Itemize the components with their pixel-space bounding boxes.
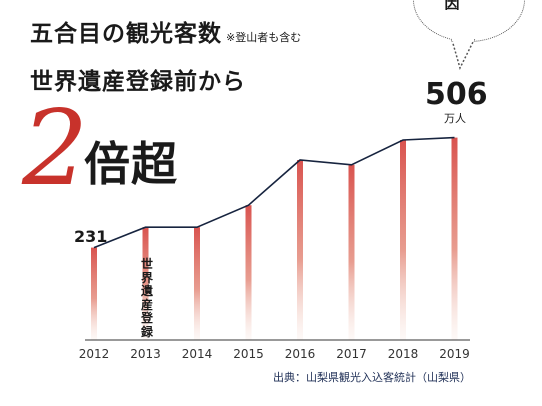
bar-2019 [451, 137, 458, 340]
bar-2016 [297, 160, 303, 340]
chart-title-line2: 世界遺産登録前から [30, 69, 246, 95]
x-tick-2017: 2017 [336, 347, 367, 361]
bar-2014 [194, 227, 200, 340]
bar-2017 [348, 164, 355, 340]
title-note: ※登山者も含む [226, 31, 302, 44]
x-tick-2019: 2019 [439, 347, 470, 361]
first-value-label: 231 [74, 227, 108, 246]
speech-bubble-pointer [451, 39, 476, 71]
highlight-suffix: 倍超 [84, 137, 178, 191]
bar-2013 [142, 227, 149, 340]
unit-label: 万人 [444, 112, 466, 125]
trend-line [93, 136, 455, 249]
x-tick-2015: 2015 [233, 347, 264, 361]
x-tick-2012: 2012 [79, 347, 110, 361]
chart-title-line1: 五合目の観光客数 ※登山者も含む [30, 14, 301, 48]
x-tick-2013: 2013 [130, 347, 161, 361]
highlight-number: 2 [22, 87, 89, 209]
bar-2018 [400, 140, 406, 340]
speech-bubble-text: 因 [444, 0, 460, 12]
x-tick-2018: 2018 [388, 347, 419, 361]
source-note: 出典：山梨県観光入込客統計（山梨県） [273, 371, 471, 384]
event-label: 世界遺産登録 [140, 257, 153, 339]
x-tick-labels: 2012 2013 2014 2015 2016 2017 2018 2019 [79, 347, 470, 361]
bar-2012 [91, 247, 97, 340]
bar-2015 [245, 205, 252, 340]
bar-group [91, 137, 458, 340]
last-value-label: 506 [425, 77, 488, 112]
title-text: 五合目の観光客数 [30, 21, 222, 47]
x-tick-2014: 2014 [182, 347, 213, 361]
x-tick-2016: 2016 [285, 347, 316, 361]
